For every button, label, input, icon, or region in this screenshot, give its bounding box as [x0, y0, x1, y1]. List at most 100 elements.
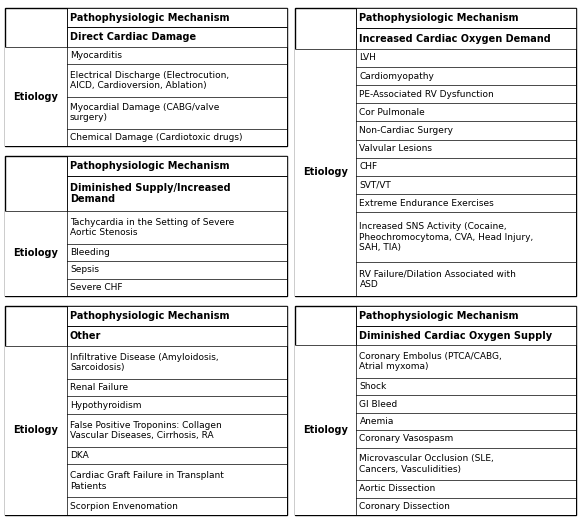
Text: Anemia: Anemia	[360, 417, 394, 426]
Text: Diminished Supply/Increased
Demand: Diminished Supply/Increased Demand	[70, 183, 231, 204]
Text: Increased Cardiac Oxygen Demand: Increased Cardiac Oxygen Demand	[360, 33, 551, 44]
Bar	[295, 49, 356, 296]
Text: Myocarditis: Myocarditis	[70, 51, 122, 60]
Bar	[67, 396, 286, 414]
Text: Sepsis: Sepsis	[70, 265, 99, 275]
Bar	[67, 47, 286, 64]
Text: Coronary Embolus (PTCA/CABG,
Atrial myxoma): Coronary Embolus (PTCA/CABG, Atrial myxo…	[360, 352, 502, 371]
Text: PE-Associated RV Dysfunction: PE-Associated RV Dysfunction	[360, 90, 494, 99]
Bar	[295, 306, 576, 515]
Text: Etiology: Etiology	[13, 425, 59, 435]
Text: Pathophysiologic Mechanism: Pathophysiologic Mechanism	[70, 311, 229, 321]
Bar	[356, 395, 576, 413]
Bar	[356, 480, 576, 498]
Bar	[67, 464, 286, 498]
Bar	[356, 212, 576, 262]
Text: CHF: CHF	[360, 162, 378, 172]
Bar	[67, 176, 286, 211]
Text: Non-Cardiac Surgery: Non-Cardiac Surgery	[360, 126, 453, 135]
Bar	[67, 27, 286, 47]
Text: Pathophysiologic Mechanism: Pathophysiologic Mechanism	[360, 311, 519, 321]
Bar	[356, 306, 576, 326]
Text: Severe CHF: Severe CHF	[70, 283, 123, 292]
Text: Etiology: Etiology	[13, 92, 59, 101]
Text: Bleeding: Bleeding	[70, 248, 110, 257]
Text: Extreme Endurance Exercises: Extreme Endurance Exercises	[360, 199, 494, 207]
Bar	[67, 129, 286, 146]
Bar	[67, 243, 286, 261]
Bar	[67, 157, 286, 176]
Text: Hypothyroidism: Hypothyroidism	[70, 400, 141, 410]
Bar	[356, 262, 576, 296]
Text: Pathophysiologic Mechanism: Pathophysiologic Mechanism	[70, 161, 229, 171]
Bar	[356, 139, 576, 158]
Bar	[5, 346, 67, 515]
Bar	[295, 8, 576, 296]
Bar	[356, 8, 576, 28]
Text: Cor Pulmonale: Cor Pulmonale	[360, 108, 425, 117]
Bar	[356, 28, 576, 49]
Text: Other: Other	[70, 331, 101, 341]
Text: Etiology: Etiology	[303, 167, 348, 177]
Bar	[5, 211, 67, 296]
Bar	[356, 67, 576, 85]
Bar	[356, 85, 576, 103]
Text: Valvular Lesions: Valvular Lesions	[360, 144, 432, 153]
Bar	[5, 157, 286, 296]
Bar	[67, 414, 286, 447]
Bar	[356, 103, 576, 122]
Bar	[67, 279, 286, 296]
Bar	[67, 8, 286, 27]
Text: Infiltrative Disease (Amyloidosis,
Sarcoidosis): Infiltrative Disease (Amyloidosis, Sarco…	[70, 353, 218, 372]
Text: Myocardial Damage (CABG/valve
surgery): Myocardial Damage (CABG/valve surgery)	[70, 103, 219, 123]
Text: Coronary Dissection: Coronary Dissection	[360, 502, 450, 511]
Text: Etiology: Etiology	[13, 249, 59, 258]
Bar	[356, 345, 576, 378]
Text: GI Bleed: GI Bleed	[360, 399, 397, 409]
Bar	[356, 49, 576, 67]
Bar	[67, 326, 286, 346]
Bar	[67, 261, 286, 279]
Bar	[356, 413, 576, 430]
Text: DKA: DKA	[70, 451, 89, 460]
Bar	[356, 498, 576, 515]
Bar	[67, 97, 286, 129]
Text: Electrical Discharge (Electrocution,
AICD, Cardioversion, Ablation): Electrical Discharge (Electrocution, AIC…	[70, 71, 229, 90]
Bar	[67, 346, 286, 379]
Bar	[67, 211, 286, 243]
Text: Tachycardia in the Setting of Severe
Aortic Stenosis: Tachycardia in the Setting of Severe Aor…	[70, 217, 234, 237]
Text: SVT/VT: SVT/VT	[360, 180, 391, 189]
Bar	[5, 47, 67, 146]
Bar	[356, 430, 576, 448]
Text: Scorpion Envenomation: Scorpion Envenomation	[70, 502, 178, 511]
Text: Diminished Cardiac Oxygen Supply: Diminished Cardiac Oxygen Supply	[360, 331, 553, 341]
Bar	[356, 158, 576, 176]
Text: Aortic Dissection: Aortic Dissection	[360, 484, 436, 493]
Bar	[356, 326, 576, 345]
Bar	[356, 122, 576, 139]
Bar	[356, 176, 576, 194]
Text: Cardiomyopathy: Cardiomyopathy	[360, 72, 435, 81]
Text: Etiology: Etiology	[303, 425, 348, 435]
Text: Direct Cardiac Damage: Direct Cardiac Damage	[70, 32, 196, 42]
Text: Increased SNS Activity (Cocaine,
Pheochromocytoma, CVA, Head Injury,
SAH, TIA): Increased SNS Activity (Cocaine, Pheochr…	[360, 222, 534, 252]
Text: LVH: LVH	[360, 54, 376, 62]
Text: Renal Failure: Renal Failure	[70, 383, 128, 392]
Bar	[356, 378, 576, 395]
Text: Shock: Shock	[360, 382, 387, 391]
Text: Microvascular Occlusion (SLE,
Cancers, Vasculidities): Microvascular Occlusion (SLE, Cancers, V…	[360, 454, 494, 474]
Bar	[356, 448, 576, 480]
Text: False Positive Troponins: Collagen
Vascular Diseases, Cirrhosis, RA: False Positive Troponins: Collagen Vascu…	[70, 421, 222, 440]
Bar	[295, 345, 356, 515]
Text: Cardiac Graft Failure in Transplant
Patients: Cardiac Graft Failure in Transplant Pati…	[70, 471, 224, 491]
Text: Chemical Damage (Cardiotoxic drugs): Chemical Damage (Cardiotoxic drugs)	[70, 133, 242, 142]
Text: Pathophysiologic Mechanism: Pathophysiologic Mechanism	[360, 13, 519, 23]
Bar	[5, 8, 286, 146]
Text: RV Failure/Dilation Associated with
ASD: RV Failure/Dilation Associated with ASD	[360, 269, 517, 289]
Text: Pathophysiologic Mechanism: Pathophysiologic Mechanism	[70, 12, 229, 22]
Bar	[67, 379, 286, 396]
Text: Coronary Vasospasm: Coronary Vasospasm	[360, 434, 454, 444]
Bar	[5, 306, 286, 515]
Bar	[67, 64, 286, 97]
Bar	[67, 498, 286, 515]
